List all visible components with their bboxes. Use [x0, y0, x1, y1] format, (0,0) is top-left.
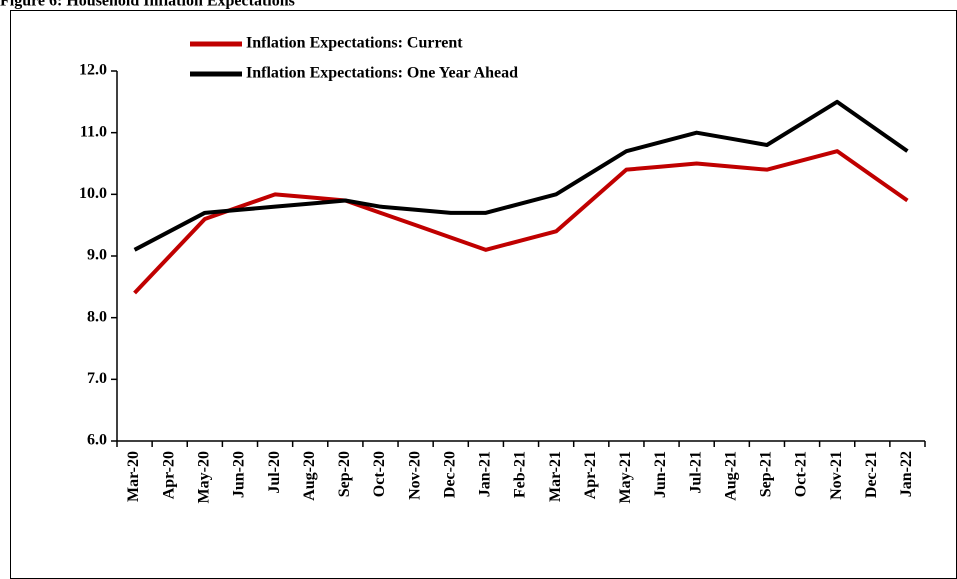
legend-label: Inflation Expectations: One Year Ahead: [246, 65, 518, 82]
y-tick-label: 12.0: [79, 62, 107, 79]
x-tick-label: Dec-20: [441, 451, 458, 498]
x-tick-label: Aug-21: [722, 451, 739, 501]
y-tick-label: 6.0: [87, 432, 107, 449]
x-tick-label: Aug-20: [301, 451, 318, 501]
x-tick-label: Oct-21: [793, 451, 810, 497]
chart-title: Figure 6: Household Inflation Expectatio…: [0, 0, 295, 10]
x-tick-label: Nov-21: [828, 451, 845, 500]
x-tick-label: Oct-20: [371, 451, 388, 497]
series-line: [133, 99, 909, 252]
x-tick-label: May-21: [617, 451, 634, 503]
y-tick-label: 7.0: [87, 370, 107, 387]
x-tick-label: Sep-21: [758, 451, 775, 497]
x-tick-label: Jul-20: [266, 451, 283, 494]
x-tick-label: Feb-21: [512, 451, 529, 498]
series-line: [133, 149, 909, 295]
x-tick-label: Mar-21: [547, 451, 564, 502]
x-tick-label: Nov-20: [406, 451, 423, 500]
x-tick-label: Apr-20: [160, 451, 177, 499]
x-tick-label: Apr-21: [582, 451, 599, 499]
x-tick-label: Jan-22: [898, 451, 915, 497]
y-tick-label: 11.0: [80, 123, 107, 140]
y-tick-label: 8.0: [87, 308, 107, 325]
legend-label: Inflation Expectations: Current: [246, 35, 463, 52]
x-tick-label: Jun-20: [231, 451, 248, 498]
x-tick-label: Jan-21: [477, 451, 494, 497]
x-tick-label: May-20: [195, 451, 212, 503]
x-tick-label: Dec-21: [863, 451, 880, 498]
title-backdrop: [0, 0, 957, 9]
x-tick-label: Sep-20: [336, 451, 353, 497]
x-tick-label: Mar-20: [125, 451, 142, 502]
x-tick-label: Jul-21: [687, 451, 704, 494]
x-tick-label: Jun-21: [652, 451, 669, 498]
y-tick-label: 10.0: [79, 185, 107, 202]
y-tick-label: 9.0: [87, 247, 107, 264]
